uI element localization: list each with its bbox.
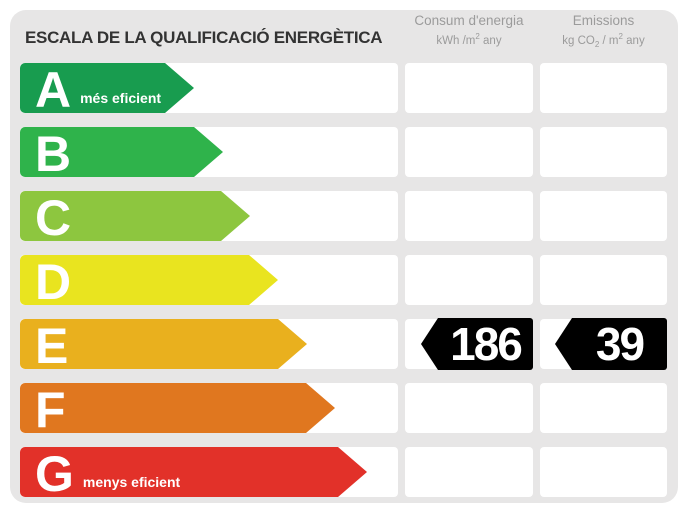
consum-cell-a xyxy=(405,63,533,113)
emissions-unit-sup: 2 xyxy=(618,32,623,41)
consum-label: Consum d'energia xyxy=(414,13,524,28)
consum-cell-e: 186 xyxy=(405,318,533,370)
rating-letter-d: D xyxy=(35,254,72,310)
rating-arrow-d: D xyxy=(20,254,278,310)
rating-row-e: E 186 39 xyxy=(20,318,667,374)
arrow-tip-icon xyxy=(306,383,335,433)
scale-cell-b: B xyxy=(20,126,398,182)
emissions-cell-d xyxy=(540,255,667,305)
arrow-tip-icon xyxy=(338,447,367,497)
consum-value: 186 xyxy=(438,318,533,370)
rating-arrow-f: F xyxy=(20,382,335,438)
consum-unit-part: any xyxy=(479,34,502,47)
arrow-tip-icon xyxy=(249,255,278,305)
rating-row-g: G menys eficient xyxy=(20,446,667,502)
arrow-tip-icon xyxy=(194,127,223,177)
rating-row-b: B xyxy=(20,126,667,182)
emissions-label: Emissions xyxy=(572,13,635,28)
emissions-cell-b xyxy=(540,127,667,177)
emissions-unit-part: / m xyxy=(599,34,619,47)
rating-arrow-b: B xyxy=(20,126,223,182)
rating-letter-c: C xyxy=(35,190,72,246)
scale-cell-e: E xyxy=(20,318,398,374)
rating-letter-g: G xyxy=(35,446,74,502)
emissions-unit-part: kg CO xyxy=(562,34,595,47)
rating-note-a: més eficient xyxy=(80,90,162,106)
emissions-unit-sub: 2 xyxy=(594,40,600,50)
rating-arrow-e: E xyxy=(20,318,307,374)
rating-letter-a: A xyxy=(35,62,72,118)
emissions-cell-e: 39 xyxy=(540,318,667,370)
consum-unit-sup: 2 xyxy=(475,32,480,41)
scale-cell-a: A més eficient xyxy=(20,62,398,118)
rating-row-f: F xyxy=(20,382,667,438)
scale-cell-c: C xyxy=(20,190,398,246)
rating-arrow-a: A més eficient xyxy=(20,62,194,118)
rating-letter-b: B xyxy=(35,126,72,182)
emissions-cell-f xyxy=(540,383,667,433)
rating-row-c: C xyxy=(20,190,667,246)
scale-cell-g: G menys eficient xyxy=(20,446,398,502)
rating-note-g: menys eficient xyxy=(82,474,181,490)
emissions-value-badge: 39 xyxy=(555,318,667,370)
emissions-cell-g xyxy=(540,447,667,497)
consum-cell-c xyxy=(405,191,533,241)
scale-cell-d: D xyxy=(20,254,398,310)
consum-cell-f xyxy=(405,383,533,433)
emissions-unit-part: any xyxy=(622,34,645,47)
column-header-emissions: Emissions kg CO2 / m2 any xyxy=(540,13,667,49)
badge-left-arrow-icon xyxy=(421,318,438,370)
emissions-value: 39 xyxy=(572,318,667,370)
page-title: ESCALA DE LA QUALIFICACIÓ ENERGÈTICA xyxy=(25,28,383,47)
consum-unit: kWh /m2 any xyxy=(405,32,533,47)
rating-arrow-g: G menys eficient xyxy=(20,446,367,502)
consum-value-badge: 186 xyxy=(421,318,533,370)
rating-row-a: A més eficient xyxy=(20,62,667,118)
arrow-tip-icon xyxy=(165,63,194,113)
emissions-cell-c xyxy=(540,191,667,241)
consum-cell-b xyxy=(405,127,533,177)
emissions-cell-a xyxy=(540,63,667,113)
badge-left-arrow-icon xyxy=(555,318,572,370)
consum-cell-g xyxy=(405,447,533,497)
arrow-tip-icon xyxy=(278,319,307,369)
emissions-unit: kg CO2 / m2 any xyxy=(540,32,667,49)
rating-row-d: D xyxy=(20,254,667,310)
arrow-tip-icon xyxy=(221,191,250,241)
scale-cell-f: F xyxy=(20,382,398,438)
consum-unit-part: kWh /m xyxy=(436,34,476,47)
column-header-consum: Consum d'energia kWh /m2 any xyxy=(405,13,533,47)
rating-letter-e: E xyxy=(35,318,69,374)
rating-letter-f: F xyxy=(35,382,66,438)
consum-cell-d xyxy=(405,255,533,305)
rating-arrow-c: C xyxy=(20,190,250,246)
